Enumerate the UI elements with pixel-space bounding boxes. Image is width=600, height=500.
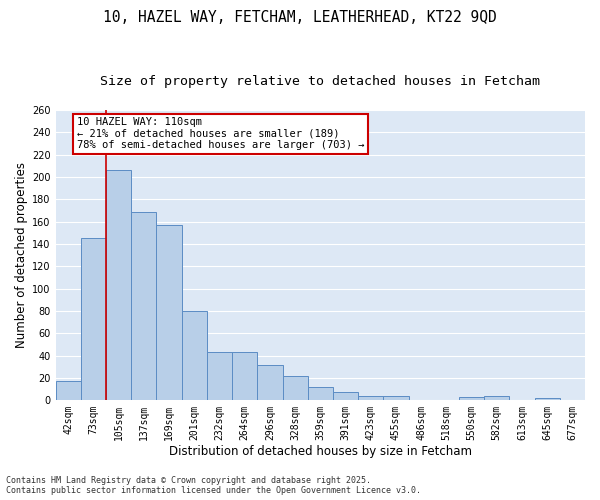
Title: Size of property relative to detached houses in Fetcham: Size of property relative to detached ho… <box>100 75 541 88</box>
Bar <box>131 212 157 400</box>
Bar <box>157 225 182 400</box>
Bar <box>81 238 106 400</box>
Bar <box>232 352 257 400</box>
Text: 10, HAZEL WAY, FETCHAM, LEATHERHEAD, KT22 9QD: 10, HAZEL WAY, FETCHAM, LEATHERHEAD, KT2… <box>103 10 497 25</box>
Bar <box>484 396 509 400</box>
Y-axis label: Number of detached properties: Number of detached properties <box>15 162 28 348</box>
Bar <box>535 398 560 400</box>
Bar <box>358 396 383 400</box>
Bar <box>308 387 333 400</box>
Bar <box>207 352 232 400</box>
Bar <box>182 311 207 400</box>
Bar <box>283 376 308 400</box>
X-axis label: Distribution of detached houses by size in Fetcham: Distribution of detached houses by size … <box>169 444 472 458</box>
Bar <box>333 392 358 400</box>
Bar <box>106 170 131 400</box>
Bar <box>459 397 484 400</box>
Text: 10 HAZEL WAY: 110sqm
← 21% of detached houses are smaller (189)
78% of semi-deta: 10 HAZEL WAY: 110sqm ← 21% of detached h… <box>77 118 364 150</box>
Bar <box>383 396 409 400</box>
Bar <box>257 364 283 400</box>
Bar <box>56 381 81 400</box>
Text: Contains HM Land Registry data © Crown copyright and database right 2025.
Contai: Contains HM Land Registry data © Crown c… <box>6 476 421 495</box>
